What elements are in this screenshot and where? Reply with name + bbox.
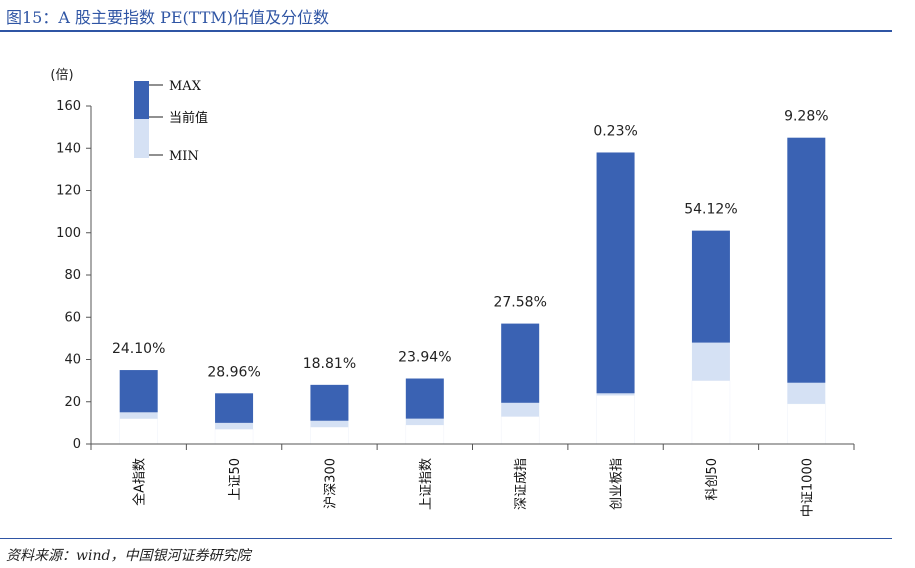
legend-max-swatch <box>134 81 149 119</box>
source-note: 资料来源：wind，中国银河证券研究院 <box>6 548 251 564</box>
bar-current-segment <box>691 342 730 381</box>
y-tick-label: 40 <box>64 353 81 368</box>
pe-valuation-chart: 0 20 40 60 80 100 120 140 160 (倍) 24.10% 28.96% 18.… <box>50 68 855 517</box>
category-label: 中证1000 <box>800 458 815 517</box>
bar-group: 9.28% <box>784 109 829 445</box>
category-label: 创业板指 <box>610 458 625 510</box>
legend-current-label: 当前值 <box>169 110 208 126</box>
bar-max-segment <box>596 152 635 394</box>
bar-group: 23.94% <box>398 350 452 445</box>
x-axis: 全A指数 上证50 沪深300 上证指数 深证成指 创业板指 科创50 中证1000 <box>90 443 855 517</box>
bar-min-segment <box>596 395 635 445</box>
source-divider <box>0 538 892 539</box>
bar-max-segment <box>691 230 730 343</box>
bar-min-segment <box>787 403 826 445</box>
y-tick-label: 100 <box>56 226 81 241</box>
percentile-label: 24.10% <box>112 341 165 357</box>
y-tick-label: 60 <box>64 310 81 325</box>
y-tick-label: 20 <box>64 395 81 410</box>
percentile-label: 23.94% <box>398 350 451 366</box>
bar-min-segment <box>500 416 540 445</box>
bar-current-segment <box>215 422 254 430</box>
percentile-label: 28.96% <box>207 364 260 380</box>
title-divider <box>0 30 892 32</box>
legend-min-label: MIN <box>169 149 199 164</box>
bar-group: 28.96% <box>207 364 261 445</box>
legend: MAX 当前值 MIN <box>134 79 208 164</box>
bar-min-segment <box>310 426 349 445</box>
bar-group: 0.23% <box>593 123 638 445</box>
bar-group: 27.58% <box>493 295 547 445</box>
category-label: 科创50 <box>705 458 720 501</box>
category-label: 沪深300 <box>322 458 338 509</box>
bar-max-segment <box>405 378 444 419</box>
y-tick-label: 120 <box>56 184 81 199</box>
percentile-label: 9.28% <box>784 109 828 125</box>
bar-current-segment <box>501 402 540 417</box>
y-tick-label: 140 <box>56 141 81 156</box>
bar-min-segment <box>691 380 731 445</box>
percentile-label: 27.58% <box>493 295 546 311</box>
bar-min-segment <box>405 424 445 445</box>
y-tick-label: 160 <box>56 99 81 114</box>
legend-current-swatch <box>134 119 149 158</box>
y-axis: 0 20 40 60 80 100 120 140 160 (倍) <box>50 68 92 452</box>
y-axis-unit-label: (倍) <box>50 68 73 83</box>
category-label: 全A指数 <box>132 458 148 506</box>
percentile-label: 0.23% <box>593 123 637 139</box>
bar-max-segment <box>215 393 254 423</box>
percentile-label: 18.81% <box>303 356 356 372</box>
figure-title: 图15：A 股主要指数 PE(TTM)估值及分位数 <box>6 8 330 27</box>
bar-current-segment <box>119 412 158 419</box>
bar-current-segment <box>405 418 444 425</box>
category-label: 上证指数 <box>419 458 434 510</box>
category-label: 深证成指 <box>514 458 529 510</box>
bar-group: 54.12% <box>684 202 738 445</box>
bar-current-segment <box>310 420 349 428</box>
bar-group: 24.10% <box>112 341 165 445</box>
bar-max-segment <box>310 384 349 421</box>
bar-current-segment <box>787 382 826 404</box>
y-tick-label: 80 <box>64 268 81 283</box>
bar-min-segment <box>214 428 254 445</box>
bar-max-segment <box>119 370 158 413</box>
y-tick-label: 0 <box>73 437 81 452</box>
legend-max-label: MAX <box>169 79 202 94</box>
bar-min-segment <box>119 418 158 445</box>
percentile-label: 54.12% <box>684 202 737 218</box>
bars: 24.10% 28.96% 18.81% 23.94% 27.58% 0.23% 54.12… <box>112 109 829 445</box>
category-label: 上证50 <box>228 458 243 501</box>
bar-max-segment <box>787 137 826 383</box>
bar-max-segment <box>501 323 540 403</box>
bar-current-segment <box>596 393 635 396</box>
bar-group: 18.81% <box>303 356 356 445</box>
